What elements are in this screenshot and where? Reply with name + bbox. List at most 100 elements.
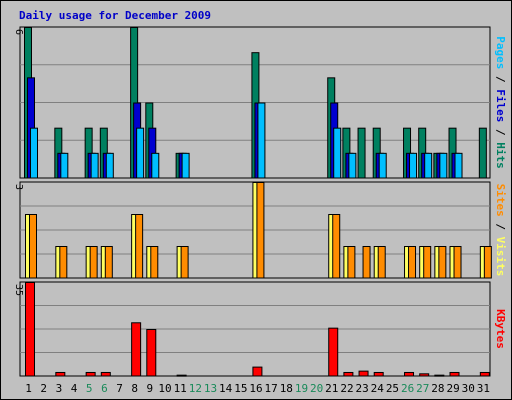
bar-pages-day-29 (454, 152, 463, 179)
ymax-label-kbytes: 35 (13, 284, 24, 296)
x-tick-label-12: 12 (189, 382, 202, 395)
bar-kbytes-day-24 (373, 371, 384, 377)
bar-pages-day-26 (409, 152, 418, 179)
bar-kbytes-day-8 (131, 322, 142, 377)
bar-kbytes-day-29 (449, 371, 460, 377)
bar-pages-day-6 (105, 152, 114, 179)
x-tick-label-6: 6 (101, 382, 108, 395)
bar-pages-day-9 (151, 152, 160, 179)
legend-entry-visits: Visits (494, 237, 507, 277)
bar-pages-day-21 (333, 127, 342, 179)
x-tick-label-11: 11 (174, 382, 187, 395)
bar-sites-day-1 (29, 214, 37, 279)
x-tick-label-21: 21 (325, 382, 338, 395)
x-tick-label-24: 24 (371, 382, 385, 395)
bar-kbytes-day-9 (146, 329, 157, 377)
x-tick-label-19: 19 (295, 382, 308, 395)
bar-pages-day-8 (136, 127, 145, 179)
bar-sites-day-26 (408, 246, 417, 279)
bar-sites-day-9 (150, 246, 159, 279)
x-tick-label-16: 16 (249, 382, 262, 395)
bar-kbytes-day-28 (434, 374, 445, 377)
x-tick-label-18: 18 (280, 382, 293, 395)
bar-sites-day-27 (423, 246, 432, 279)
bar-sites-day-21 (332, 214, 341, 279)
legend-entry-hits: Hits (494, 142, 507, 169)
legend-entry-sites: Sites (494, 184, 507, 217)
bar-kbytes-day-23 (358, 370, 369, 377)
bar-sites-day-3 (59, 246, 68, 279)
bar-kbytes-day-11 (176, 374, 187, 377)
ymax-label-hits-files-pages: 6 (13, 29, 24, 35)
bar-sites-day-28 (438, 246, 447, 279)
ymax-label-visits-sites: 3 (13, 184, 24, 190)
bar-sites-day-6 (104, 246, 113, 279)
x-tick-label-2: 2 (40, 382, 47, 395)
bar-hits-day-31 (478, 127, 487, 179)
x-tick-label-22: 22 (340, 382, 353, 395)
bar-hits-day-23 (357, 127, 366, 179)
legend-visits-sites: Sites / Visits (494, 184, 507, 277)
legend-hits-files-pages: Pages / Files / Hits (494, 36, 507, 169)
bar-sites-day-23 (362, 246, 371, 279)
bar-sites-day-31 (483, 246, 492, 279)
bar-sites-day-24 (377, 246, 386, 279)
bar-sites-day-16 (256, 182, 265, 279)
x-tick-label-1: 1 (25, 382, 32, 395)
x-tick-label-27: 27 (416, 382, 429, 395)
bar-kbytes-day-1 (25, 282, 35, 377)
x-tick-label-4: 4 (71, 382, 78, 395)
x-tick-label-29: 29 (446, 382, 459, 395)
legend-separator: / (494, 217, 507, 237)
x-tick-label-26: 26 (401, 382, 414, 395)
legend-entry-files: Files (494, 89, 507, 122)
x-tick-label-20: 20 (310, 382, 323, 395)
bar-pages-day-3 (60, 152, 69, 179)
legend-kbytes: KBytes (494, 309, 507, 349)
bar-kbytes-day-21 (328, 327, 339, 377)
legend-entry-kbytes: KBytes (494, 309, 507, 349)
bar-pages-day-11 (181, 152, 190, 179)
x-tick-label-3: 3 (56, 382, 63, 395)
bar-pages-day-27 (424, 152, 433, 179)
bar-pages-day-5 (90, 152, 99, 179)
x-tick-label-8: 8 (131, 382, 138, 395)
x-tick-label-30: 30 (462, 382, 475, 395)
bar-kbytes-day-3 (55, 371, 66, 377)
x-tick-label-23: 23 (356, 382, 369, 395)
x-tick-label-7: 7 (116, 382, 123, 395)
x-tick-label-9: 9 (147, 382, 154, 395)
x-tick-label-17: 17 (265, 382, 278, 395)
x-tick-label-25: 25 (386, 382, 399, 395)
x-tick-label-5: 5 (86, 382, 93, 395)
bar-pages-day-28 (439, 152, 448, 179)
bar-sites-day-22 (347, 246, 356, 279)
bar-kbytes-day-5 (85, 371, 96, 377)
bar-pages-day-16 (257, 102, 266, 179)
bar-kbytes-day-6 (100, 371, 111, 377)
x-tick-label-28: 28 (431, 382, 444, 395)
bar-sites-day-5 (89, 246, 98, 279)
bar-kbytes-day-16 (252, 366, 263, 377)
bar-kbytes-day-31 (479, 371, 490, 377)
x-tick-label-10: 10 (158, 382, 171, 395)
bar-pages-day-1 (30, 127, 38, 179)
bar-sites-day-11 (180, 246, 189, 279)
x-tick-label-31: 31 (477, 382, 490, 395)
bar-kbytes-day-22 (343, 371, 354, 377)
legend-separator: / (494, 69, 507, 89)
x-tick-label-13: 13 (204, 382, 217, 395)
bar-kbytes-day-27 (419, 373, 430, 377)
legend-separator: / (494, 122, 507, 142)
bar-sites-day-8 (135, 214, 144, 279)
bar-kbytes-day-26 (404, 371, 415, 377)
bar-pages-day-22 (348, 152, 357, 179)
bar-pages-day-24 (378, 152, 387, 179)
legend-entry-pages: Pages (494, 36, 507, 69)
x-tick-label-15: 15 (234, 382, 247, 395)
chart-title: Daily usage for December 2009 (19, 9, 211, 22)
x-tick-label-14: 14 (219, 382, 233, 395)
bar-sites-day-29 (453, 246, 462, 279)
